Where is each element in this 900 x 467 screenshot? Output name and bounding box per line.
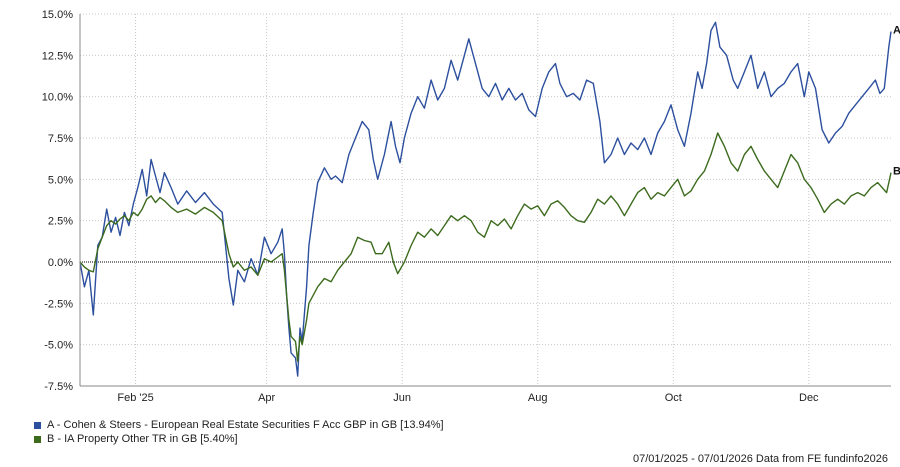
series-end-labels: AB: [893, 25, 900, 178]
x-tick-label: Apr: [258, 392, 275, 404]
y-tick-label: 12.5%: [42, 50, 73, 62]
x-tick-label: Oct: [665, 392, 682, 404]
x-tick-label: Jun: [393, 392, 411, 404]
legend-label-b: B - IA Property Other TR in GB [5.40%]: [47, 433, 238, 445]
series-line-a: [79, 21, 892, 377]
legend-swatch-b: [34, 435, 41, 443]
gridlines: [80, 13, 891, 387]
legend-item-a[interactable]: A - Cohen & Steers - European Real Estat…: [34, 418, 444, 432]
y-tick-label: 0.0%: [48, 257, 73, 269]
x-tick-labels: Feb '25 Apr Jun Aug Oct Dec: [117, 392, 819, 404]
y-tick-label: 15.0%: [42, 9, 73, 21]
legend-swatch-a: [34, 421, 41, 429]
y-tick-label: -5.0%: [44, 340, 73, 352]
y-tick-label: 5.0%: [48, 174, 73, 186]
y-tick-label: -7.5%: [44, 381, 73, 393]
performance-chart: 15.0% 12.5% 10.0% 7.5% 5.0% 2.5% 0.0% -2.5% -5.0…: [42, 9, 900, 404]
x-tick-label: Dec: [799, 392, 819, 404]
x-tick-label: Aug: [528, 392, 548, 404]
legend: A - Cohen & Steers - European Real Estat…: [34, 418, 444, 446]
series-line-b: [79, 132, 892, 362]
axes: [79, 14, 891, 387]
series-lines: [79, 21, 892, 377]
y-tick-labels: 15.0% 12.5% 10.0% 7.5% 5.0% 2.5% 0.0% -2.5% -5.0…: [42, 9, 73, 393]
series-end-label-a: A: [893, 25, 900, 37]
y-tick-label: 10.0%: [42, 92, 73, 104]
x-tick-label: Feb '25: [117, 392, 153, 404]
y-tick-label: 7.5%: [48, 133, 73, 145]
footer-date-range: 07/01/2025 - 07/01/2026 Data from FE fun…: [632, 453, 888, 465]
legend-label-a: A - Cohen & Steers - European Real Estat…: [47, 419, 444, 431]
series-end-label-b: B: [893, 166, 900, 178]
y-tick-label: 2.5%: [48, 216, 73, 228]
y-tick-label: -2.5%: [44, 298, 73, 310]
legend-item-b[interactable]: B - IA Property Other TR in GB [5.40%]: [34, 432, 444, 446]
